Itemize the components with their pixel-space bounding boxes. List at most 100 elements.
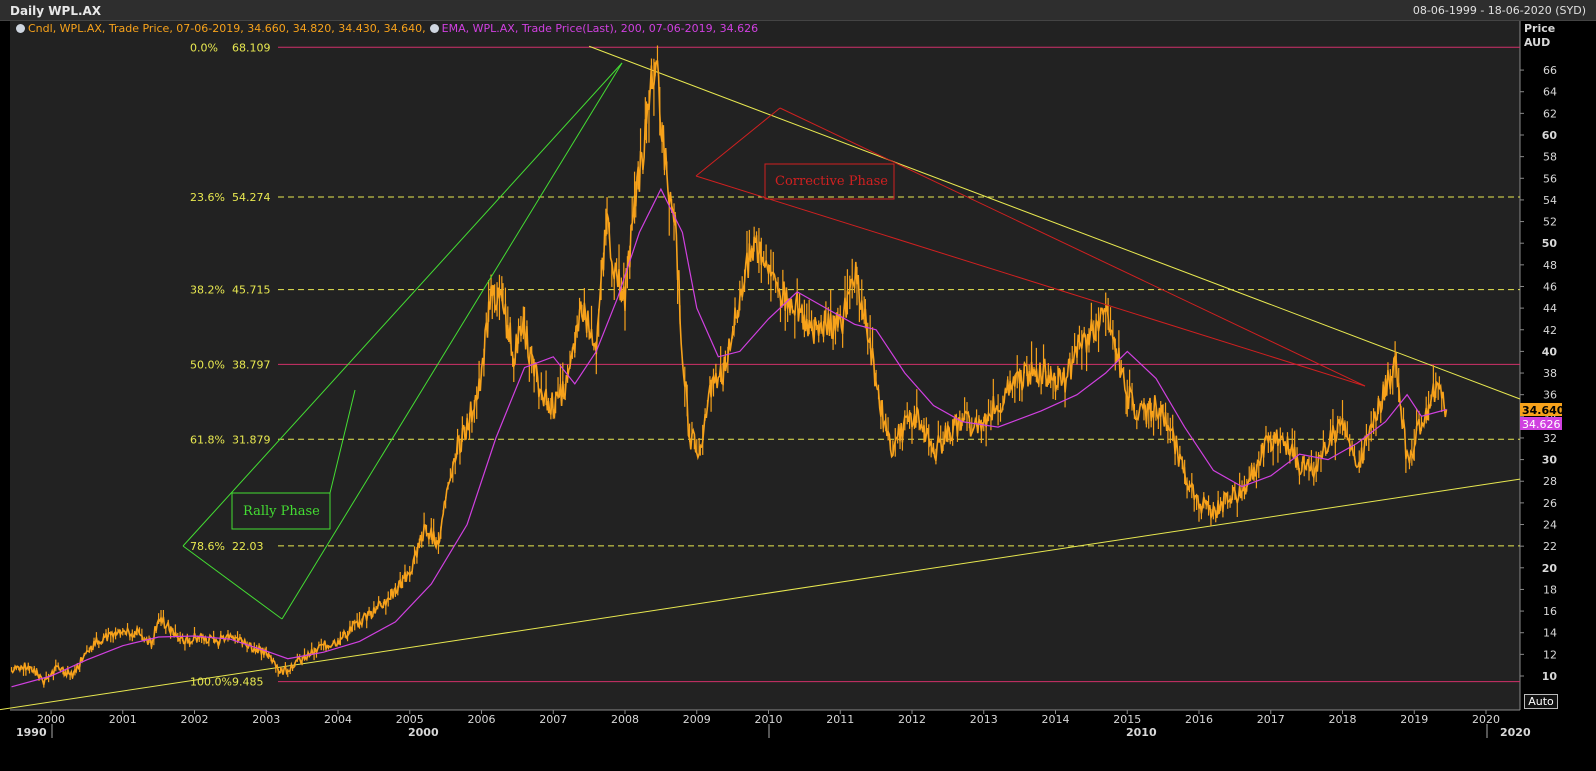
corrective-upper-line bbox=[695, 107, 781, 177]
y-tick-label: 66 bbox=[1543, 64, 1557, 77]
x-tick-label: 2015 bbox=[1113, 713, 1141, 726]
x-tick-label: 2000 bbox=[37, 713, 65, 726]
fib-value-label: 38.797 bbox=[232, 358, 271, 371]
ema-series bbox=[11, 187, 1447, 688]
plot-area[interactable] bbox=[10, 21, 1520, 710]
title-bar: Daily WPL.AX 08-06-1999 - 18-06-2020 (SY… bbox=[0, 0, 1596, 21]
fib-value-label: 68.109 bbox=[232, 41, 271, 54]
fib-value-label: 31.879 bbox=[232, 433, 271, 446]
y-tick-label: 28 bbox=[1543, 475, 1557, 488]
y-tick-label: 38 bbox=[1543, 367, 1557, 380]
x-tick-label: 2007 bbox=[539, 713, 567, 726]
y-tick-label: 26 bbox=[1543, 497, 1557, 510]
y-tick-label: 60 bbox=[1542, 129, 1558, 142]
currency-label: AUD bbox=[1524, 36, 1550, 49]
price-axis-title: Price bbox=[1524, 22, 1555, 35]
rally-upper-line bbox=[182, 62, 623, 547]
corrective-line-a bbox=[779, 107, 1366, 387]
y-tick-label: 36 bbox=[1543, 389, 1557, 402]
fib-percent-label: 78.6% bbox=[190, 540, 225, 553]
y-tick-label: 42 bbox=[1543, 324, 1557, 337]
x-tick-label: 2003 bbox=[252, 713, 280, 726]
decade-label: 2000 bbox=[408, 726, 439, 739]
legend-candles-text: Cndl, WPL.AX, Trade Price, 07-06-2019, 3… bbox=[28, 22, 426, 35]
resistance-trendline bbox=[588, 45, 1521, 400]
y-tick-label: 44 bbox=[1543, 302, 1557, 315]
last-price-badge bbox=[1520, 403, 1562, 416]
candle-series bbox=[10, 45, 1448, 688]
fib-value-label: 54.274 bbox=[232, 191, 271, 204]
fib-percent-label: 38.2% bbox=[190, 284, 225, 297]
fib-value-label: 45.715 bbox=[232, 284, 271, 297]
time-axis: 2000 2001 2002 2003 2004 2005 2006 2007 2008 2009… bbox=[16, 710, 1531, 739]
x-tick-label: 2018 bbox=[1329, 713, 1357, 726]
y-tick-label: 32 bbox=[1543, 432, 1557, 445]
y-tick-label: 56 bbox=[1543, 172, 1557, 185]
chart-title: Daily WPL.AX bbox=[10, 4, 102, 18]
auto-scale-button[interactable]: Auto bbox=[1524, 694, 1558, 709]
date-range: 08-06-1999 - 18-06-2020 (SYD) bbox=[1412, 4, 1586, 17]
decade-label: 2020 bbox=[1500, 726, 1531, 739]
y-tick-label: 30 bbox=[1542, 454, 1558, 467]
legend-candles[interactable]: Cndl, WPL.AX, Trade Price, 07-06-2019, 3… bbox=[16, 22, 426, 35]
price-axis-panel[interactable] bbox=[1520, 21, 1562, 710]
trendlines bbox=[0, 45, 1521, 711]
support-trendline bbox=[0, 478, 1521, 711]
fib-percent-label: 61.8% bbox=[190, 433, 225, 446]
x-tick-label: 2020 bbox=[1472, 713, 1500, 726]
x-tick-label: 2013 bbox=[970, 713, 998, 726]
corrective-phase-label: Corrective Phase bbox=[775, 174, 888, 189]
x-tick-label: 2004 bbox=[324, 713, 352, 726]
last-ema-label: 34.626 bbox=[1522, 418, 1561, 431]
x-tick-label: 2008 bbox=[611, 713, 639, 726]
ema-line bbox=[11, 187, 1447, 688]
y-tick-label: 24 bbox=[1543, 519, 1557, 532]
x-tick-label: 2002 bbox=[181, 713, 209, 726]
y-tick-label: 40 bbox=[1542, 345, 1558, 358]
legend-ema-text: EMA, WPL.AX, Trade Price(Last), 200, 07-… bbox=[441, 22, 759, 35]
fib-value-label: 9.485 bbox=[232, 676, 264, 689]
corrective-line-b bbox=[695, 175, 1366, 387]
rally-base-line bbox=[182, 545, 283, 620]
x-tick-label: 2005 bbox=[396, 713, 424, 726]
y-tick-label: 54 bbox=[1543, 194, 1557, 207]
corrective-phase-box bbox=[764, 163, 895, 200]
rally-pointer-line bbox=[329, 389, 356, 494]
last-price-label: 34.640 bbox=[1522, 404, 1565, 417]
y-tick-label: 12 bbox=[1543, 648, 1557, 661]
y-tick-label: 20 bbox=[1542, 562, 1558, 575]
x-tick-label: 2001 bbox=[109, 713, 137, 726]
y-tick-label: 18 bbox=[1543, 583, 1557, 596]
fib-percent-label: 23.6% bbox=[190, 191, 225, 204]
y-tick-label: 22 bbox=[1543, 540, 1557, 553]
fib-value-label: 22.03 bbox=[232, 540, 264, 553]
legend-ema[interactable]: EMA, WPL.AX, Trade Price(Last), 200, 07-… bbox=[429, 22, 759, 35]
y-tick-label: 62 bbox=[1543, 107, 1557, 120]
y-tick-label: 16 bbox=[1543, 605, 1557, 618]
clock-icon bbox=[16, 24, 25, 33]
x-tick-label: 2012 bbox=[898, 713, 926, 726]
fib-percent-label: 50.0% bbox=[190, 358, 225, 371]
decade-label: 1990 bbox=[16, 726, 47, 739]
price-line bbox=[10, 60, 1448, 686]
x-tick-label: 2006 bbox=[468, 713, 496, 726]
x-tick-label: 2014 bbox=[1042, 713, 1070, 726]
x-tick-label: 2011 bbox=[826, 713, 854, 726]
x-tick-label: 2019 bbox=[1400, 713, 1428, 726]
series-legend: Cndl, WPL.AX, Trade Price, 07-06-2019, 3… bbox=[16, 22, 762, 35]
annotations bbox=[182, 62, 1366, 620]
x-tick-label: 2009 bbox=[683, 713, 711, 726]
y-tick-label: 64 bbox=[1543, 86, 1557, 99]
y-tick-label: 50 bbox=[1542, 237, 1558, 250]
rally-phase-box bbox=[231, 492, 331, 530]
y-tick-label: 58 bbox=[1543, 151, 1557, 164]
rally-phase-label: Rally Phase bbox=[243, 504, 320, 519]
y-tick-label: 46 bbox=[1543, 280, 1557, 293]
y-tick-label: 48 bbox=[1543, 259, 1557, 272]
decade-label: 2010 bbox=[1126, 726, 1157, 739]
y-tick-label: 14 bbox=[1543, 627, 1557, 640]
x-tick-label: 2010 bbox=[755, 713, 783, 726]
clock-icon bbox=[429, 24, 439, 33]
